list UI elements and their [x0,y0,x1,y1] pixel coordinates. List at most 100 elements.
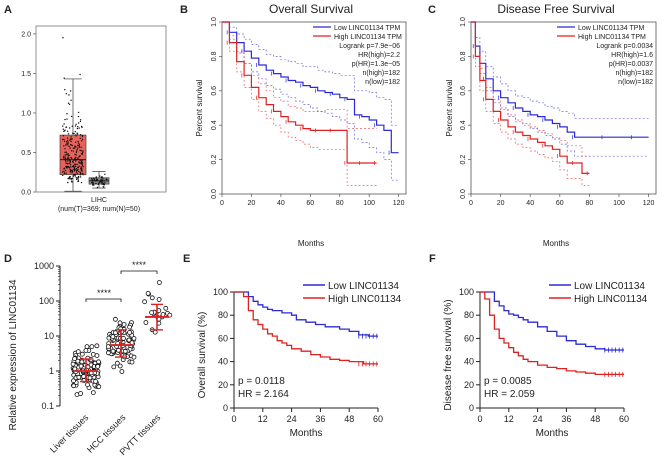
data-point-tumor [67,153,70,155]
data-point-tumor [74,159,76,161]
data-point-d-0 [90,390,96,396]
data-point-d-1 [131,335,137,341]
x-tick-label-e-2: 24 [287,414,297,424]
data-point-normal [101,176,103,178]
legend-label-low-e: Low LINC01134 [328,281,399,292]
data-point-tumor [74,163,76,165]
legend-label-high-f: High LINC01134 [574,294,648,305]
data-point-d-1 [110,334,116,340]
legend-label-low-c: Low LINC01134 TPM [578,25,644,32]
data-point-tumor [77,180,80,182]
data-point-normal [91,182,94,184]
data-point-tumor [65,162,67,164]
data-point-d-2 [156,280,162,285]
x-tick-label-e-0: 0 [231,414,236,424]
y-tick-label-a-1: 0.5 [21,150,31,157]
data-point-d-1 [127,324,133,330]
x-tick-label-b-3: 60 [306,200,314,207]
x-tick-label-c-5: 100 [613,200,625,207]
plot-frame-a [35,25,167,193]
data-point-tumor [72,175,75,177]
data-point-tumor [75,123,77,126]
data-point-d-2 [142,299,148,305]
x-tick-label-b-1: 20 [248,200,256,207]
data-point-tumor [75,154,77,156]
data-point-normal [102,186,105,188]
chart-title-c: Disease Free Survival [497,2,614,16]
y-tick-label-b-5: 1.0 [211,17,218,27]
data-point-tumor [65,160,67,162]
data-point-tumor [73,169,76,171]
data-point-tumor [79,120,82,123]
panel-label-d: D [4,253,12,265]
y-tick-label-b-1: 0.2 [211,155,218,165]
y-tick-label-c-1: 0.2 [460,155,467,165]
data-point-tumor [66,137,69,139]
data-point-tumor [75,134,77,136]
data-point-tumor [68,157,70,160]
stat-nhigh-b: n(high)=182 [362,70,400,77]
data-point-tumor [64,148,66,150]
data-point-tumor [79,149,81,151]
data-point-tumor [75,159,78,161]
y-tick-label-d-0: 0.1 [41,401,54,411]
data-point-d-1 [129,340,135,346]
data-point-tumor [81,140,83,142]
data-point-tumor [63,167,66,169]
data-point-tumor [73,170,76,172]
data-point-tumor [81,159,84,161]
data-point-tumor [65,144,67,146]
panel-label-e: E [183,253,190,265]
data-point-normal [105,178,107,180]
data-point-tumor [80,150,83,152]
ci-upper-line-low-b [222,21,399,126]
data-point-tumor [82,166,84,168]
data-point-tumor [71,138,73,140]
x-tick-label-b-2: 40 [277,200,285,207]
data-point-d-0 [76,374,82,380]
data-point-tumor [66,154,68,156]
survival-line-low-e [234,291,378,337]
data-point-tumor [78,122,80,124]
data-point-tumor [66,163,69,165]
x-tick-label-b-0: 0 [220,200,224,207]
data-point-d-0 [79,359,85,365]
data-point-tumor [66,158,69,160]
data-point-normal [96,178,98,180]
data-point-tumor [76,132,78,134]
data-point-tumor [64,151,66,153]
data-point-tumor [71,144,73,147]
data-point-d-2 [163,305,169,311]
data-point-normal [90,177,93,180]
data-point-d-0 [87,375,93,381]
y-tick-label-c-2: 0.4 [460,120,467,130]
data-point-d-0 [94,353,100,359]
data-point-tumor [75,171,78,173]
x-tick-label-c-6: 120 [643,200,655,207]
data-point-tumor [62,174,64,177]
data-point-tumor [71,160,74,163]
data-point-normal [95,180,97,182]
y-tick-label-a-3: 1.5 [21,71,31,78]
y-tick-label-a-4: 2.0 [21,31,31,38]
data-point-tumor [65,169,67,172]
data-point-d-0 [94,343,100,349]
data-point-tumor [71,171,74,173]
significance-d-1: **** [97,288,112,298]
x-tick-label-e-5: 60 [373,414,383,424]
data-point-tumor [65,126,67,129]
data-point-tumor [63,155,65,158]
data-point-tumor [73,167,76,170]
x-axis-label-b: Months [298,239,324,248]
stat-p-e: p = 0.0118 [238,376,285,387]
data-point-normal [101,182,104,184]
data-point-tumor [77,157,79,159]
data-point-tumor [79,137,82,139]
data-point-tumor [80,167,82,169]
y-tick-label-d-1: 1 [49,366,54,376]
stat-hr-c: HR(high)=1.6 [611,52,653,59]
data-point-tumor [77,158,79,160]
data-point-tumor [64,156,66,158]
data-point-d-1 [111,364,117,370]
y-tick-label-e-0: 0 [223,403,228,413]
